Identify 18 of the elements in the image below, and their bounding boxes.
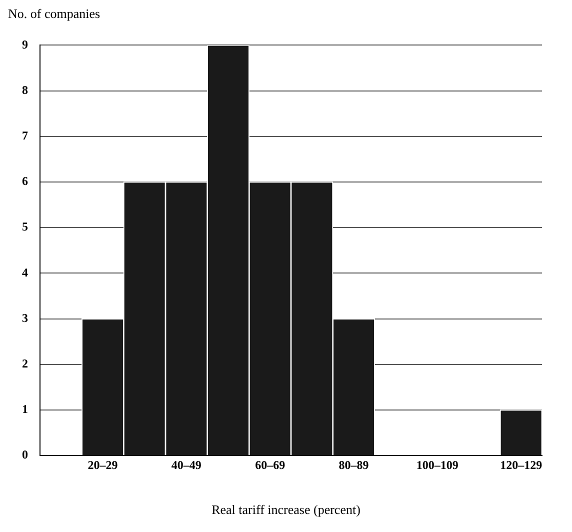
x-tick-label: 100–109 bbox=[416, 458, 458, 472]
y-tick-label: 2 bbox=[22, 356, 28, 370]
y-tick-label: 7 bbox=[22, 128, 28, 142]
x-tick-label: 60–69 bbox=[255, 458, 286, 472]
y-tick-label: 9 bbox=[22, 37, 28, 52]
y-tick-label: 0 bbox=[22, 448, 28, 462]
x-tick-label: 80–89 bbox=[338, 458, 369, 472]
y-tick-label: 5 bbox=[22, 220, 28, 234]
y-tick-label: 8 bbox=[22, 82, 28, 97]
y-tick-label: 3 bbox=[22, 310, 28, 325]
y-tick-label: 1 bbox=[22, 402, 28, 416]
y-tick-label: 4 bbox=[22, 265, 28, 280]
x-tick-label: 40–49 bbox=[171, 458, 202, 472]
x-axis-title: Real tariff increase (percent) bbox=[210, 502, 362, 518]
y-axis-title: No. of companies bbox=[8, 6, 100, 22]
y-tick-label: 6 bbox=[22, 174, 28, 188]
x-tick-label: 20–29 bbox=[88, 458, 118, 472]
x-tick-label: 120–129 bbox=[500, 458, 542, 472]
